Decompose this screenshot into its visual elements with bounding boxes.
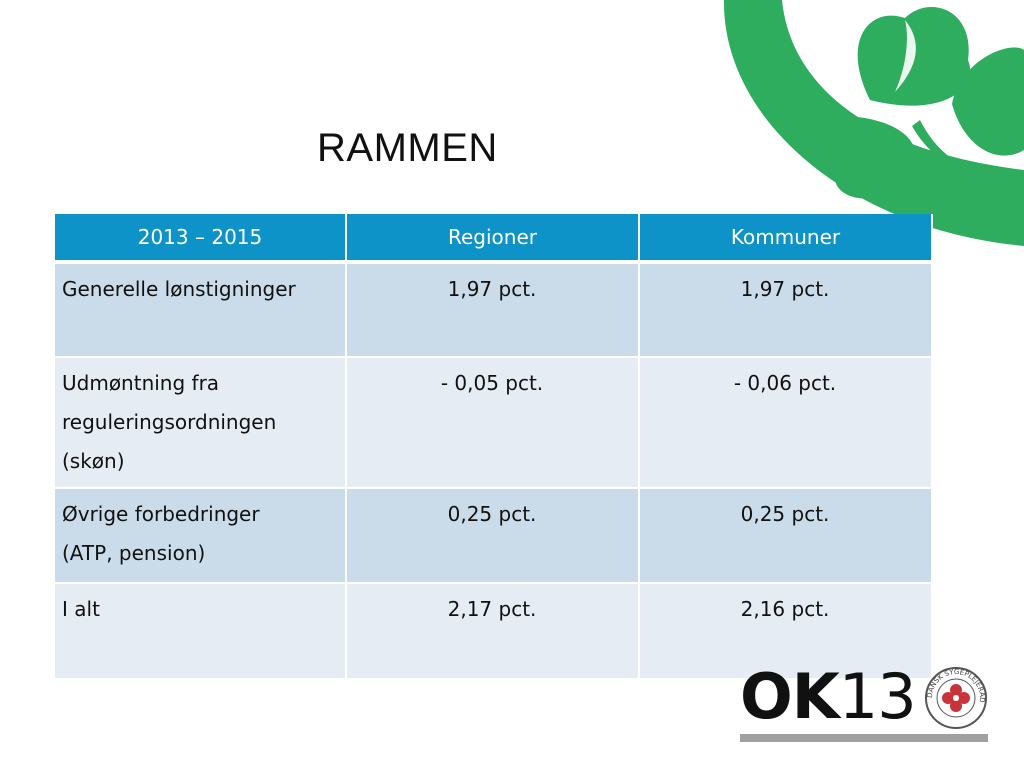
header-period: 2013 – 2015 — [53, 214, 347, 264]
row-label-line: reguleringsordningen — [62, 410, 277, 434]
slide-title: RAMMEN — [317, 126, 498, 170]
regioner-value: - 0,05 pct. — [345, 356, 640, 489]
table-header-row: 2013 – 2015 Regioner Kommuner — [53, 214, 933, 264]
row-label: I alt — [53, 582, 347, 680]
header-kommuner: Kommuner — [638, 214, 933, 264]
dsr-seal-icon: DANSK SYGEPLEJERÅD — [925, 667, 987, 729]
kommuner-value: - 0,06 pct. — [638, 356, 933, 489]
row-label-line: (skøn) — [62, 449, 125, 473]
kommuner-value: 1,97 pct. — [638, 261, 933, 358]
row-label: Øvrige forbedringer (ATP, pension) — [53, 487, 347, 584]
ok13-wordmark: OK13 — [740, 660, 917, 733]
row-label: Generelle lønstigninger — [53, 261, 347, 358]
header-regioner: Regioner — [345, 214, 640, 264]
table-row: Udmøntning fra reguleringsordningen (skøn)… — [53, 356, 933, 489]
table-row: Øvrige forbedringer (ATP, pension) 0,25 p… — [53, 487, 933, 584]
regioner-value: 2,17 pct. — [345, 582, 640, 680]
regioner-value: 0,25 pct. — [345, 487, 640, 584]
table-row: I alt 2,17 pct. 2,16 pct. — [53, 582, 933, 680]
row-label-line: (ATP, pension) — [62, 541, 206, 565]
ramme-table: 2013 – 2015 Regioner Kommuner Generelle … — [53, 214, 933, 680]
year-text: 13 — [838, 660, 917, 733]
ok13-logo: OK13 DANSK SYGEPLEJERÅD — [740, 662, 990, 748]
row-label-line: I alt — [62, 597, 100, 621]
row-label-line: Generelle lønstigninger — [62, 277, 296, 301]
kommuner-value: 0,25 pct. — [638, 487, 933, 584]
kommuner-value: 2,16 pct. — [638, 582, 933, 680]
row-label-line: Øvrige forbedringer — [62, 502, 260, 526]
row-label-line: Udmøntning fra — [62, 371, 220, 395]
ok-text: OK — [740, 660, 840, 733]
table-row: Generelle lønstigninger 1,97 pct. 1,97 p… — [53, 261, 933, 358]
row-label: Udmøntning fra reguleringsordningen (skøn) — [53, 356, 347, 489]
regioner-value: 1,97 pct. — [345, 261, 640, 358]
logo-bar — [740, 734, 988, 742]
